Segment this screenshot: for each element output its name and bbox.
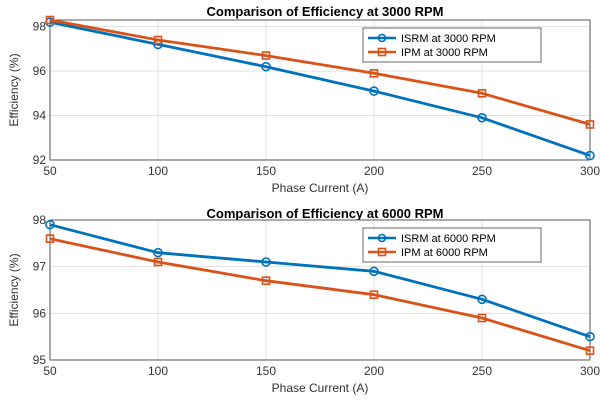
- x-tick-label: 200: [364, 164, 384, 178]
- legend: ISRM at 3000 RPM IPM at 3000 RPM: [362, 27, 542, 63]
- data-point-ipm: [261, 276, 271, 285]
- series-line-isrm: [49, 20, 591, 157]
- data-point-ipm: [477, 313, 487, 323]
- y-axis-label: Efficiency (%): [7, 253, 21, 326]
- legend-label-ipm: IPM at 6000 RPM: [401, 247, 488, 259]
- x-tick-label: 250: [472, 164, 492, 178]
- x-axis-label: Phase Current (A): [272, 181, 369, 195]
- y-tick-label: 97: [33, 260, 47, 274]
- legend-label-isrm: ISRM at 6000 RPM: [401, 233, 496, 245]
- legend-marker-ipm: [377, 247, 387, 257]
- series-line-isrm: [49, 223, 591, 339]
- data-point-isrm: [477, 294, 487, 305]
- data-point-ipm: [585, 346, 595, 355]
- legend-marker-ipm: [377, 47, 387, 57]
- data-point-isrm: [261, 61, 271, 72]
- data-point-isrm: [369, 266, 379, 277]
- x-tick-label: 250: [472, 364, 492, 378]
- chart-title: Comparison of Efficiency at 3000 RPM: [207, 4, 444, 19]
- x-tick-label: 100: [148, 364, 168, 378]
- plot-frame: [49, 19, 591, 161]
- x-tick-label: 50: [43, 164, 57, 178]
- x-tick-label: 200: [364, 364, 384, 378]
- x-axis-label: Phase Current (A): [272, 381, 369, 395]
- data-point-isrm: [369, 86, 379, 96]
- x-tick-label: 300: [580, 164, 600, 178]
- data-point-ipm: [45, 234, 55, 243]
- data-point-ipm: [261, 51, 271, 60]
- data-point-ipm: [369, 290, 379, 299]
- data-point-isrm: [261, 257, 271, 267]
- legend-label-isrm: ISRM at 3000 RPM: [401, 33, 496, 45]
- data-point-isrm: [45, 219, 55, 230]
- data-point-isrm: [477, 112, 487, 123]
- legend: ISRM at 6000 RPM IPM at 6000 RPM: [362, 227, 542, 263]
- data-point-ipm: [153, 35, 163, 45]
- legend-label-ipm: IPM at 3000 RPM: [401, 47, 488, 59]
- tick-labels: 50 100 150 200 250 300 95 96 97 98: [33, 213, 600, 378]
- chart-6000rpm: Comparison of Efficiency at 6000 RPM 50 1…: [7, 206, 600, 395]
- x-tick-label: 300: [580, 364, 600, 378]
- chart-title: Comparison of Efficiency at 6000 RPM: [207, 206, 444, 221]
- plot-frame: [49, 219, 591, 361]
- y-tick-label: 98: [33, 20, 47, 34]
- data-point-ipm: [477, 89, 487, 98]
- legend-marker-isrm: [377, 33, 387, 43]
- x-tick-label: 100: [148, 164, 168, 178]
- y-tick-label: 92: [33, 153, 47, 167]
- series-group: [45, 219, 595, 355]
- x-tick-label: 150: [256, 364, 276, 378]
- legend-box: [362, 27, 542, 63]
- y-tick-label: 94: [33, 109, 47, 123]
- data-point-ipm: [45, 15, 55, 25]
- y-tick-label: 96: [33, 306, 47, 320]
- y-tick-label: 96: [33, 64, 47, 78]
- y-tick-label: 98: [33, 213, 47, 227]
- series-group: [45, 15, 595, 161]
- legend-box: [362, 227, 542, 263]
- tick-labels: 50 100 150 200 250 300 92 94 96 98: [33, 20, 600, 178]
- data-point-isrm: [153, 247, 163, 258]
- y-tick-label: 95: [33, 353, 47, 367]
- chart-3000rpm: Comparison of Efficiency at 3000 RPM 50 1…: [7, 4, 600, 195]
- x-tick-label: 50: [43, 364, 57, 378]
- legend-marker-isrm: [377, 233, 387, 243]
- series-line-ipm: [49, 18, 591, 126]
- data-point-ipm: [369, 69, 379, 78]
- data-point-isrm: [585, 150, 595, 161]
- y-axis-label: Efficiency (%): [7, 53, 21, 126]
- data-point-ipm: [585, 120, 595, 129]
- data-point-isrm: [585, 331, 595, 342]
- data-point-ipm: [153, 257, 163, 267]
- series-line-ipm: [49, 237, 591, 353]
- x-tick-label: 150: [256, 164, 276, 178]
